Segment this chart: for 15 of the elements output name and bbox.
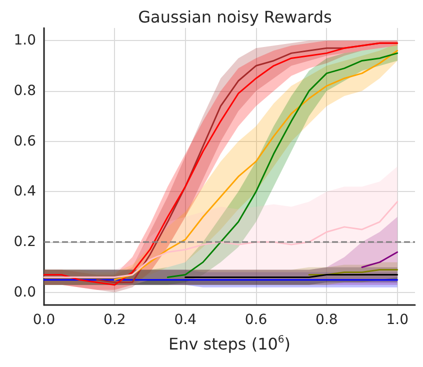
line-series xyxy=(43,201,398,278)
x-tick-label: 1.0 xyxy=(386,312,408,328)
y-tick-label: 0.6 xyxy=(14,133,36,150)
x-tick-label: 0.4 xyxy=(174,312,197,328)
x-tick-label: 0.2 xyxy=(104,312,126,328)
line-series xyxy=(166,52,398,278)
y-tick-label: 0.2 xyxy=(14,234,36,250)
y-tick-label: 1.0 xyxy=(14,32,36,49)
x-tick-label: 0.6 xyxy=(244,312,268,328)
y-tick-label: 0.8 xyxy=(14,82,36,99)
x-tick-label: 0.0 xyxy=(32,312,56,328)
chart-title: Gaussian noisy Rewards xyxy=(138,8,332,26)
x-tick-label: 0.8 xyxy=(316,312,338,328)
y-tick-label: 0.4 xyxy=(14,184,36,200)
y-tick-label: 0.0 xyxy=(14,284,36,300)
